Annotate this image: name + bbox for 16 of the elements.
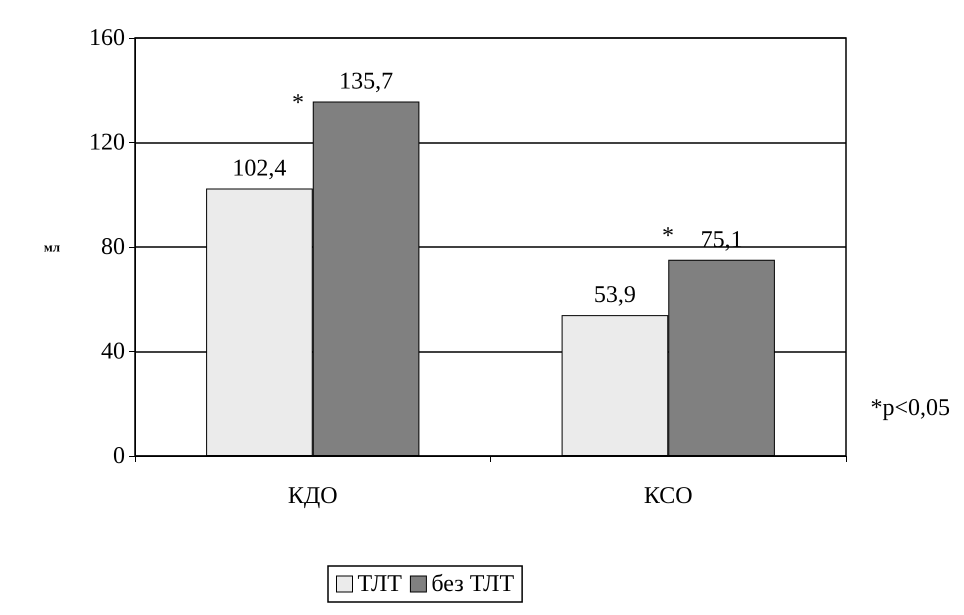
annotation: *: [292, 90, 304, 116]
data-label: 135,7: [339, 68, 394, 94]
x-tick-label: КСО: [644, 483, 693, 509]
y-tick-label: 0: [113, 443, 125, 469]
legend-label: без ТЛТ: [431, 571, 514, 597]
annotation: *: [662, 223, 674, 249]
y-tick-label: 80: [101, 234, 125, 260]
y-tick-label: 160: [89, 25, 125, 51]
text: *p<0,05: [870, 395, 950, 421]
y-tick-label: 40: [101, 338, 125, 364]
y-tick-label: 120: [89, 130, 125, 156]
legend-label: ТЛТ: [358, 571, 402, 597]
data-label: 53,9: [594, 282, 636, 308]
x-tick-label: КДО: [288, 483, 338, 509]
data-label: 102,4: [232, 155, 286, 182]
y-axis-title: мл: [44, 240, 60, 254]
